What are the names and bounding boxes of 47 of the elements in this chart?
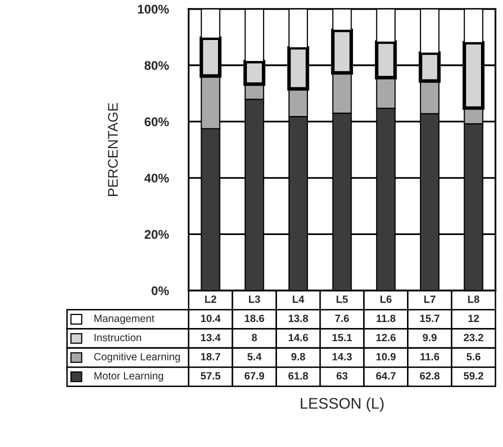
data-label: 13.8 bbox=[288, 314, 308, 322]
data-label: 67.9 bbox=[244, 372, 264, 380]
data-label: 14.6 bbox=[288, 334, 308, 342]
data-label: 5.6 bbox=[466, 352, 480, 360]
data-label: 15.1 bbox=[332, 334, 352, 342]
data-label: 57.5 bbox=[200, 372, 220, 380]
data-label: 5.4 bbox=[247, 353, 262, 360]
legend-label: Cognitive Learning bbox=[94, 352, 180, 362]
x-tick-label: L7 bbox=[424, 296, 436, 303]
y-tick-label: 0% bbox=[152, 286, 169, 296]
data-label: 18.7 bbox=[201, 352, 220, 360]
data-label: 63 bbox=[336, 372, 348, 380]
y-tick-label: 60% bbox=[144, 117, 169, 126]
data-label: 23.2 bbox=[464, 334, 484, 342]
legend-label: Instruction bbox=[94, 334, 142, 342]
data-label: 10.9 bbox=[376, 352, 396, 360]
data-label: 64.7 bbox=[376, 372, 396, 380]
data-label: 12 bbox=[468, 314, 479, 322]
data-label: 59.2 bbox=[464, 372, 484, 380]
data-label: 15.7 bbox=[420, 314, 440, 322]
legend-label: Motor Learning bbox=[94, 372, 164, 382]
data-label: 14.3 bbox=[332, 352, 352, 360]
x-tick-label: L2 bbox=[205, 296, 216, 303]
y-tick-label: 100% bbox=[138, 4, 169, 14]
data-label: 9.9 bbox=[422, 334, 437, 342]
x-tick-label: L8 bbox=[468, 296, 480, 303]
data-label: 62.8 bbox=[420, 372, 440, 380]
y-tick-label: 40% bbox=[144, 174, 169, 183]
data-label: 61.8 bbox=[288, 372, 308, 380]
y-tick-label: 20% bbox=[144, 230, 169, 239]
x-tick-label: L3 bbox=[248, 296, 260, 303]
data-label: 18.6 bbox=[244, 314, 264, 322]
data-label: 11.6 bbox=[420, 352, 440, 360]
data-label: 13.4 bbox=[201, 334, 221, 342]
text: LESSON (L) bbox=[300, 398, 384, 412]
data-label: 11.8 bbox=[376, 314, 396, 322]
data-label: 9.8 bbox=[291, 352, 306, 360]
x-tick-label: L4 bbox=[292, 296, 304, 303]
x-tick-label: L5 bbox=[336, 296, 348, 303]
data-label: 7.6 bbox=[335, 314, 349, 322]
x-tick-label: L6 bbox=[380, 296, 392, 303]
legend-label: Management bbox=[94, 314, 154, 324]
data-label: 10.4 bbox=[201, 314, 221, 322]
y-tick-label: 80% bbox=[144, 61, 169, 70]
y-axis-title: PERCENTAGE bbox=[108, 103, 118, 196]
data-label: 12.6 bbox=[376, 334, 396, 342]
data-label: 8 bbox=[252, 334, 257, 342]
